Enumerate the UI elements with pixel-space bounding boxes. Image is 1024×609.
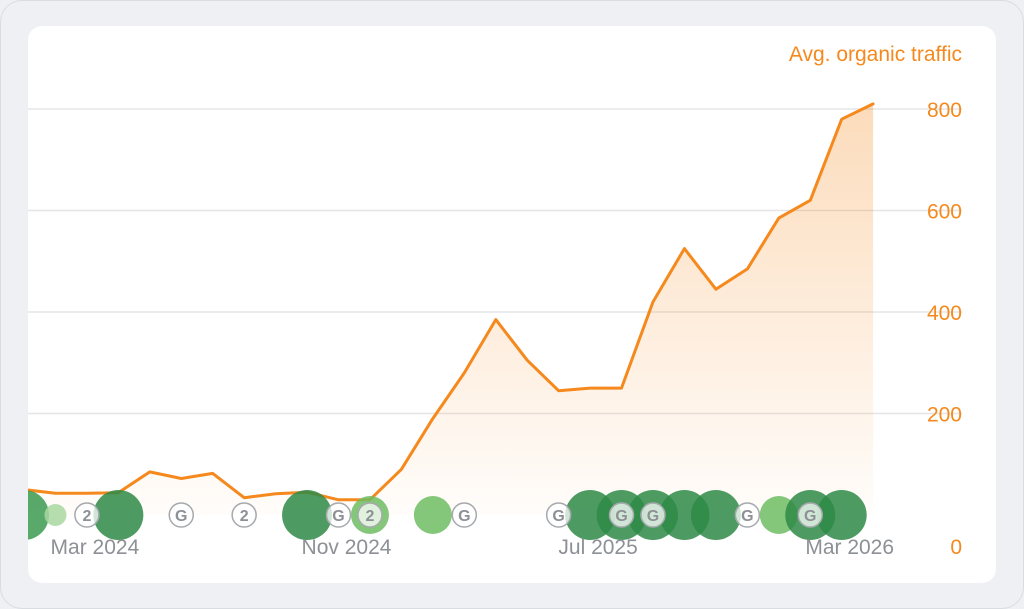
event-badge-label: G bbox=[741, 508, 753, 525]
y-tick-label: 200 bbox=[927, 404, 962, 427]
event-badge-circle bbox=[797, 502, 823, 528]
event-badge: 2 bbox=[231, 502, 257, 528]
y-tick-label: 0 bbox=[950, 536, 962, 559]
event-badge-label: G bbox=[458, 508, 470, 525]
event-badge: 2 bbox=[74, 502, 100, 528]
event-badge-circle bbox=[451, 502, 478, 528]
event-badge: G bbox=[797, 502, 823, 528]
event-dot bbox=[690, 490, 741, 540]
series-title: Avg. organic traffic bbox=[788, 43, 962, 66]
event-badge: G bbox=[640, 502, 666, 528]
event-dot bbox=[28, 490, 49, 540]
traffic-chart: 0 200 400 600 800 2 G 2 G 2 G G G G G G Mar 2024 Nov 20… bbox=[28, 99, 962, 559]
event-badge-label: 2 bbox=[365, 508, 374, 525]
event-badge-label: 2 bbox=[82, 508, 91, 525]
event-badge: G bbox=[325, 502, 352, 528]
x-tick-label: Mar 2026 bbox=[805, 536, 894, 559]
event-badge-label: G bbox=[175, 508, 187, 525]
event-badge-circle bbox=[357, 502, 383, 528]
event-badge: 2 bbox=[357, 502, 383, 528]
y-tick-label: 800 bbox=[927, 99, 962, 122]
event-badge-circle bbox=[545, 502, 572, 528]
x-tick-label: Nov 2024 bbox=[302, 536, 392, 559]
x-tick-label: Jul 2025 bbox=[558, 536, 637, 559]
chart-card: Avg. organic traffic 0 200 400 600 800 2 G 2 G 2… bbox=[28, 26, 996, 583]
x-tick-label: Mar 2024 bbox=[51, 536, 140, 559]
event-dot bbox=[413, 496, 452, 534]
y-tick-label: 400 bbox=[927, 302, 962, 325]
event-badge-label: G bbox=[804, 508, 816, 525]
event-badge-circle bbox=[608, 502, 635, 528]
event-badge-circle bbox=[640, 502, 666, 528]
event-dot bbox=[93, 490, 144, 540]
y-tick-label: 600 bbox=[927, 201, 962, 224]
event-badge-label: G bbox=[647, 508, 659, 525]
event-dot bbox=[816, 490, 867, 540]
traffic-area bbox=[28, 103, 874, 515]
event-badge: G bbox=[608, 502, 635, 528]
event-badge-label: G bbox=[615, 508, 627, 525]
event-dot bbox=[44, 504, 67, 526]
event-badge-label: 2 bbox=[240, 508, 249, 525]
event-badge: G bbox=[734, 502, 761, 528]
event-badge-circle bbox=[734, 502, 761, 528]
event-badge-circle bbox=[74, 502, 100, 528]
event-badge: G bbox=[545, 502, 572, 528]
event-badge-label: G bbox=[332, 508, 344, 525]
event-badge: G bbox=[451, 502, 478, 528]
event-badge-circle bbox=[325, 502, 352, 528]
event-dot bbox=[282, 490, 333, 540]
traffic-line bbox=[28, 102, 875, 502]
event-badge-circle bbox=[168, 502, 194, 528]
event-badge-label: G bbox=[552, 508, 564, 525]
event-badge-circle bbox=[231, 502, 257, 528]
event-badge: G bbox=[168, 502, 194, 528]
